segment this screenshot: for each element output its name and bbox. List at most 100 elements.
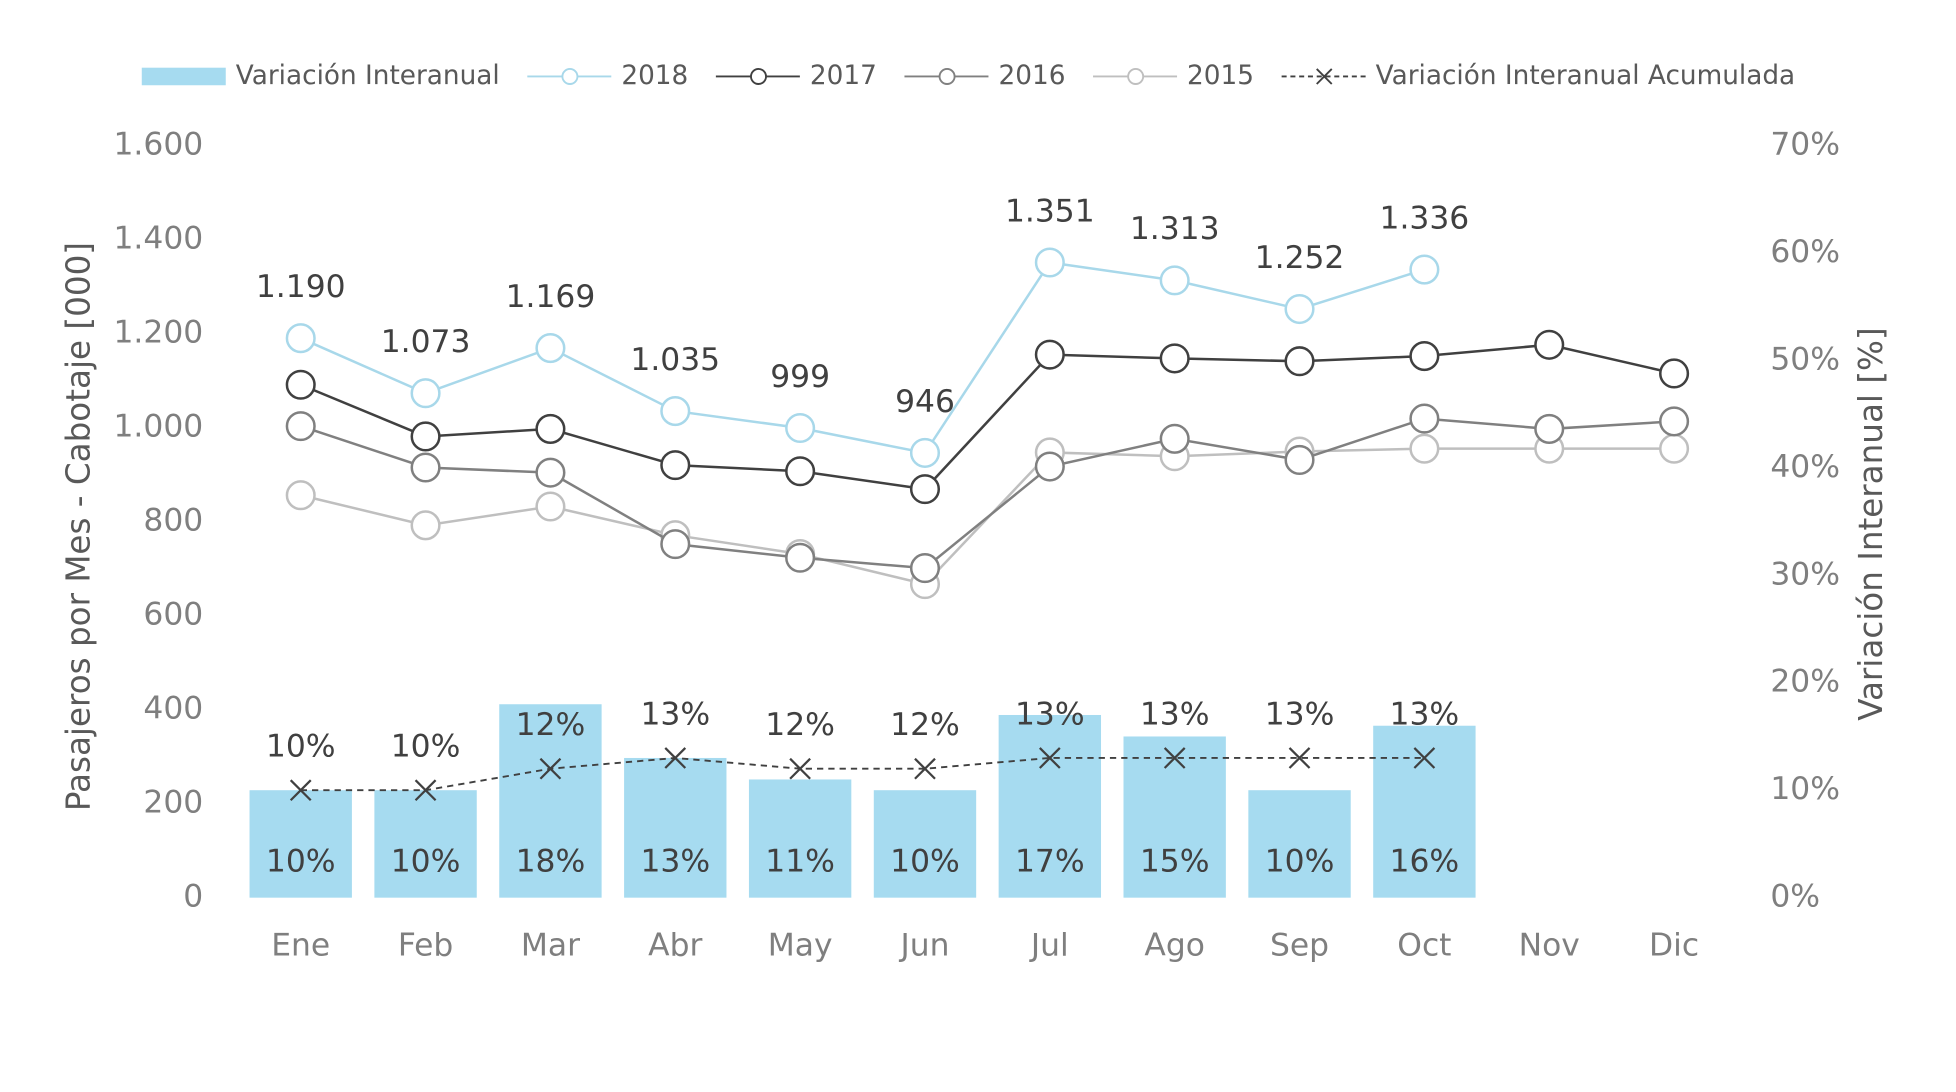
legend-label: Variación Interanual — [236, 61, 500, 91]
bar-label: 10% — [1265, 844, 1335, 880]
bar-label: 16% — [1390, 844, 1460, 880]
marker — [285, 369, 316, 400]
marker — [785, 412, 816, 444]
legend-item: 2017 — [715, 61, 877, 91]
marker — [1163, 747, 1186, 769]
bar — [249, 790, 352, 898]
marker — [909, 474, 941, 505]
data-label: 1.190 — [256, 269, 346, 305]
data-label: 12% — [516, 707, 586, 743]
legend-marker — [1316, 68, 1333, 85]
bar-label: 10% — [890, 844, 960, 880]
bar — [499, 704, 602, 898]
legend-label: 2015 — [1187, 61, 1254, 91]
line — [300, 343, 1675, 491]
marker — [1409, 403, 1440, 434]
y2-tick-label: 30% — [1770, 556, 1840, 592]
marker — [1409, 341, 1440, 372]
marker — [914, 757, 936, 780]
data-label: 1.313 — [1130, 211, 1220, 247]
y2-tick-label: 10% — [1770, 771, 1840, 807]
data-label: 13% — [1265, 696, 1335, 732]
legend-item: 2015 — [1093, 61, 1254, 91]
marker — [410, 421, 441, 452]
bar-label: 11% — [765, 844, 835, 880]
marker — [1159, 343, 1190, 374]
data-label: 13% — [1390, 696, 1460, 732]
bar-label: 10% — [266, 844, 336, 880]
marker — [289, 779, 312, 802]
y-tick-label: 1.200 — [114, 314, 204, 350]
bar — [624, 757, 727, 898]
x-tick-label: Jun — [899, 928, 950, 964]
y-tick-label: 1.400 — [114, 220, 204, 256]
data-label: 1.035 — [630, 342, 720, 378]
marker — [1159, 423, 1190, 454]
marker — [660, 450, 691, 481]
bar — [1373, 725, 1476, 898]
legend-label: 2017 — [810, 61, 877, 91]
legend-swatch — [141, 67, 226, 86]
marker — [285, 323, 316, 354]
data-label: 1.351 — [1005, 193, 1095, 229]
legend-item: Variación Interanual — [141, 61, 500, 91]
marker — [1284, 444, 1315, 476]
line — [300, 757, 1425, 792]
x-tick-label: Sep — [1270, 928, 1329, 964]
legend-marker — [938, 68, 956, 85]
bar — [998, 714, 1102, 898]
x-tick-label: Mar — [521, 928, 580, 964]
marker — [535, 457, 566, 488]
bar — [374, 790, 477, 898]
x-tick-label: Nov — [1519, 928, 1580, 964]
bar-label: 10% — [391, 844, 461, 880]
marker — [535, 333, 566, 364]
legend-item: 2016 — [904, 61, 1065, 91]
marker — [1659, 433, 1690, 464]
x-tick-label: Dic — [1649, 928, 1699, 964]
x-tick-label: Feb — [398, 928, 453, 964]
x-tick-label: May — [768, 928, 833, 964]
marker — [414, 779, 437, 802]
data-label: 13% — [1015, 696, 1085, 732]
marker — [1413, 747, 1436, 769]
marker — [1034, 451, 1065, 482]
y2-axis-title: Variación Interanual [%] — [1852, 327, 1890, 721]
marker — [909, 553, 941, 584]
marker — [1534, 329, 1565, 360]
legend-marker — [1127, 68, 1145, 85]
legend-label: 2018 — [621, 61, 688, 91]
marker — [909, 437, 941, 468]
bar — [1123, 736, 1226, 898]
y-tick-label: 1.000 — [114, 409, 204, 445]
data-label: 1.252 — [1255, 240, 1345, 276]
y-tick-label: 200 — [143, 785, 203, 821]
line — [300, 417, 1675, 570]
data-label: 10% — [391, 729, 461, 765]
marker — [785, 456, 816, 487]
marker — [285, 411, 316, 442]
data-label: 12% — [890, 707, 960, 743]
marker — [660, 529, 691, 560]
y-axis-title: Pasajeros por Mes - Cabotaje [000] — [59, 242, 97, 811]
data-label: 13% — [640, 696, 710, 732]
legend-label: Variación Interanual Acumulada — [1376, 61, 1796, 91]
bar — [1248, 790, 1351, 898]
y2-tick-label: 0% — [1770, 879, 1820, 915]
marker — [1039, 747, 1061, 769]
y-tick-label: 600 — [143, 597, 203, 633]
bar-label: 13% — [640, 844, 710, 880]
marker — [1284, 294, 1315, 325]
data-label: 946 — [895, 384, 955, 420]
y2-tick-label: 40% — [1770, 449, 1840, 485]
bar-label: 15% — [1140, 844, 1210, 880]
marker — [1534, 413, 1565, 444]
y2-tick-label: 20% — [1770, 664, 1840, 700]
x-tick-label: Jul — [1029, 928, 1069, 964]
marker — [1284, 346, 1315, 377]
data-label: 12% — [765, 707, 835, 743]
marker — [785, 542, 816, 573]
data-label: 10% — [266, 729, 336, 765]
bar-label: 18% — [516, 844, 586, 880]
